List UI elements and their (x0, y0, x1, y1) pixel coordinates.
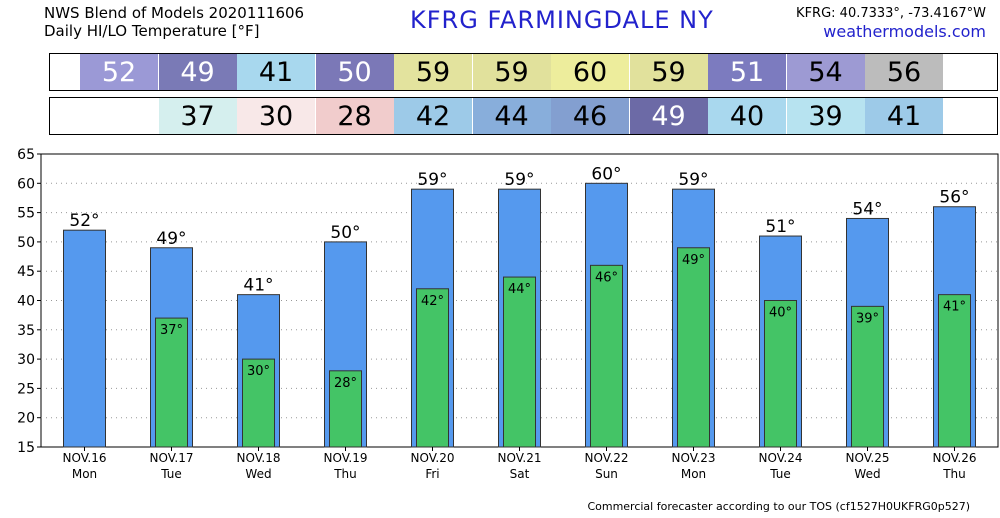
y-tick-label: 45 (17, 264, 35, 280)
high-temp-cell: 51 (708, 54, 786, 90)
weekday-label: Tue (160, 467, 182, 481)
chart-title: NWS Blend of Models 2020111606 (44, 4, 305, 22)
low-temp-bar (242, 358, 275, 448)
high-temp-label: 49° (156, 229, 186, 249)
weekday-label: Mon (72, 467, 97, 481)
y-tick-label: 65 (17, 147, 35, 163)
high-temp-cell: 50 (315, 54, 394, 90)
y-tick-label: 35 (17, 323, 35, 339)
x-tick-label: NOV.16 (63, 451, 107, 465)
x-tick-label: NOV.26 (933, 451, 977, 465)
temperature-chart: 15 20 25 30 35 40 45 50 55 60 65 52° NOV.16 Mon 49° 37°… (17, 147, 999, 481)
high-temp-label: 60° (591, 164, 621, 184)
weekday-label: Fri (425, 467, 439, 481)
low-temp-cell: 41 (865, 98, 943, 134)
high-temp-cell: 60 (551, 54, 629, 90)
weekday-label: Thu (942, 467, 966, 481)
y-tick-label: 55 (17, 206, 35, 222)
low-temp-cell: 49 (629, 98, 708, 134)
low-temp-bar (155, 317, 188, 448)
low-temp-label: 44° (508, 282, 531, 297)
weekday-label: Mon (681, 467, 706, 481)
weekday-label: Tue (769, 467, 791, 481)
low-temp-label: 41° (943, 300, 966, 315)
x-tick-label: NOV.20 (411, 451, 455, 465)
y-tick-label: 30 (17, 352, 35, 368)
low-temperature-strip: 37 30 28 42 44 46 49 40 39 41 (49, 97, 998, 135)
x-tick-label: NOV.19 (324, 451, 368, 465)
low-temp-label: 40° (769, 306, 792, 321)
high-temp-label: 52° (69, 211, 99, 231)
low-temp-cell: 44 (472, 98, 551, 134)
high-temp-bar (63, 229, 106, 448)
low-temp-bar (938, 294, 971, 448)
high-temperature-strip: 52 49 41 50 59 59 60 59 51 54 56 (49, 53, 998, 91)
low-temp-label: 42° (421, 294, 444, 309)
high-temp-cell: 56 (865, 54, 943, 90)
low-temp-label: 37° (160, 323, 183, 338)
low-temp-bar (764, 300, 797, 448)
x-tick-label: NOV.24 (759, 451, 803, 465)
high-temp-label: 59° (417, 170, 447, 190)
low-temp-cell: 42 (394, 98, 472, 134)
station-coordinates: KFRG: 40.7333°, -73.4167°W (796, 6, 986, 21)
weekday-label: Wed (854, 467, 880, 481)
low-temp-label: 49° (682, 253, 705, 268)
high-temp-cell: 54 (786, 54, 865, 90)
x-tick-label: NOV.23 (672, 451, 716, 465)
high-temp-cell: 49 (158, 54, 237, 90)
high-temp-cell: 41 (237, 54, 315, 90)
low-temp-label: 30° (247, 364, 270, 379)
chart-subtitle: Daily HI/LO Temperature [°F] (44, 22, 260, 40)
high-temp-cell: 59 (629, 54, 708, 90)
y-tick-label: 40 (17, 294, 35, 310)
x-tick-label: NOV.18 (237, 451, 281, 465)
low-temp-cell: 28 (315, 98, 394, 134)
low-temp-cell: 39 (786, 98, 865, 134)
weekday-label: Sun (595, 467, 618, 481)
weekday-label: Sat (510, 467, 530, 481)
weekday-label: Wed (245, 467, 271, 481)
x-tick-label: NOV.21 (498, 451, 542, 465)
y-tick-label: 60 (17, 176, 35, 192)
high-temp-label: 59° (504, 170, 534, 190)
low-temp-label: 39° (856, 311, 879, 326)
y-tick-label: 50 (17, 235, 35, 251)
high-temp-cell: 59 (394, 54, 472, 90)
station-name: KFRG FARMINGDALE NY (410, 6, 714, 34)
x-tick-label: NOV.22 (585, 451, 629, 465)
high-temp-cell: 59 (472, 54, 551, 90)
high-temp-cell: 52 (80, 54, 158, 90)
high-temp-label: 51° (765, 217, 795, 237)
footer-note: Commercial forecaster according to our T… (587, 500, 970, 513)
low-temp-cell: 37 (158, 98, 237, 134)
x-tick-label: NOV.17 (150, 451, 194, 465)
high-temp-label: 59° (678, 170, 708, 190)
y-tick-label: 15 (17, 440, 35, 456)
low-temp-cell: 46 (551, 98, 629, 134)
low-temp-cell (80, 98, 158, 134)
low-temp-label: 46° (595, 270, 618, 285)
high-temp-label: 50° (330, 223, 360, 243)
low-temp-cell: 30 (237, 98, 315, 134)
high-temp-label: 54° (852, 199, 882, 219)
x-tick-label: NOV.25 (846, 451, 890, 465)
high-temp-label: 41° (243, 276, 273, 296)
low-temp-cell: 40 (708, 98, 786, 134)
site-link[interactable]: weathermodels.com (823, 22, 986, 41)
low-temp-bar (329, 370, 362, 448)
low-temp-bar (503, 276, 536, 448)
low-temp-bar (851, 305, 884, 448)
weekday-label: Thu (333, 467, 357, 481)
low-temp-bar (416, 288, 449, 448)
high-temp-label: 56° (939, 188, 969, 208)
low-temp-label: 28° (334, 376, 357, 391)
y-tick-label: 20 (17, 411, 35, 427)
low-temp-bar (677, 247, 710, 448)
low-temp-bar (590, 264, 623, 448)
y-tick-label: 25 (17, 381, 35, 397)
